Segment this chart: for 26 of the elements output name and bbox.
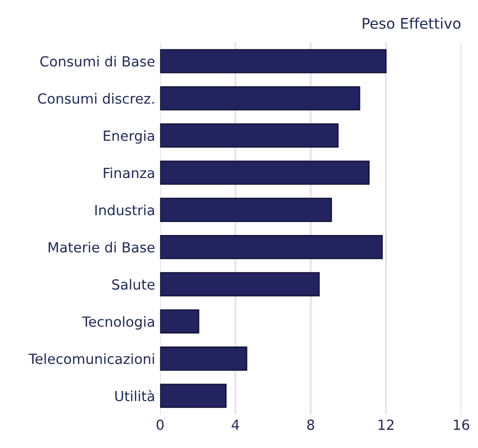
y-tick-label: Tecnologia — [82, 316, 154, 330]
chart-title: Peso Effettivo — [362, 18, 460, 29]
x-tick-label: 4 — [232, 420, 240, 430]
y-tick-label: Industria — [95, 204, 154, 216]
bar — [160, 234, 383, 260]
bar — [160, 384, 227, 408]
x-tick-label: 8 — [307, 420, 314, 430]
y-tick-label: Salute — [112, 278, 155, 290]
bar — [160, 309, 200, 334]
x-tick-label: 16 — [454, 420, 470, 430]
bar — [160, 198, 332, 222]
bar — [160, 123, 339, 148]
y-tick-label: Consumi discrez. — [38, 93, 154, 104]
y-tick-label: Consumi di Base — [40, 56, 155, 67]
bar — [160, 272, 320, 296]
x-tick-label: 0 — [156, 420, 164, 430]
y-tick-label: Utilità — [115, 390, 154, 402]
y-tick-label: Telecomunicazioni — [28, 353, 154, 364]
y-tick-label: Materie di Base — [48, 242, 155, 253]
x-tick-label: 12 — [378, 420, 394, 430]
y-tick-label: Finanza — [104, 167, 154, 178]
y-tick-label: Energia — [104, 130, 154, 144]
bar — [160, 49, 387, 74]
bar — [160, 160, 370, 185]
bar — [160, 86, 360, 110]
bar — [160, 346, 248, 371]
